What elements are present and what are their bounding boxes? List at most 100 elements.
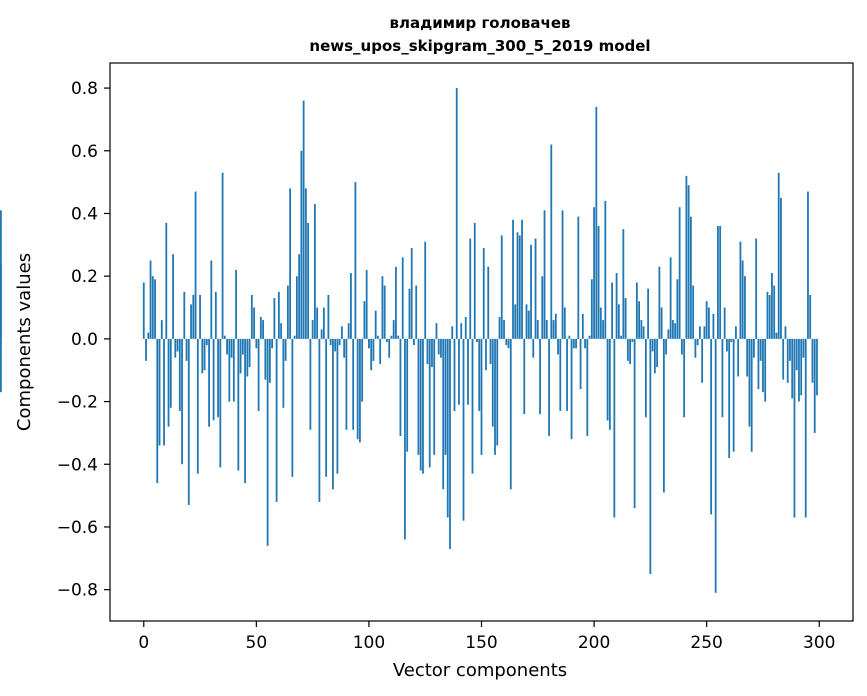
bar xyxy=(397,335,400,339)
bar xyxy=(503,320,505,339)
bar xyxy=(710,338,713,515)
bar xyxy=(386,338,388,342)
bar xyxy=(149,260,152,339)
bar xyxy=(424,241,427,339)
bar xyxy=(304,188,307,339)
bar xyxy=(566,338,568,411)
bar xyxy=(217,338,219,418)
bar xyxy=(604,200,607,339)
bar xyxy=(714,338,717,593)
x-axis: 0 50 100 150 200 250 300 xyxy=(138,621,835,653)
bar xyxy=(322,307,325,339)
bar xyxy=(203,338,206,371)
bar xyxy=(536,320,539,339)
bar xyxy=(192,294,195,339)
bar xyxy=(807,191,809,339)
y-tick-label: 0.2 xyxy=(71,267,98,287)
bar xyxy=(552,320,555,339)
bar xyxy=(766,291,769,339)
bar xyxy=(298,254,301,339)
bar xyxy=(244,338,246,484)
bar xyxy=(793,338,796,518)
bar xyxy=(345,338,348,430)
bar xyxy=(377,335,379,339)
bar xyxy=(590,279,593,339)
bar xyxy=(374,310,377,339)
bar xyxy=(620,335,622,339)
bar xyxy=(750,338,753,452)
bar xyxy=(300,150,303,339)
bar xyxy=(365,269,368,339)
bar xyxy=(404,338,406,540)
bar xyxy=(633,338,636,509)
bar xyxy=(586,338,589,437)
bar xyxy=(539,338,541,415)
bar xyxy=(534,238,537,339)
bar xyxy=(602,320,604,339)
bar xyxy=(199,294,201,339)
bar xyxy=(777,172,780,339)
bar xyxy=(773,285,776,339)
bar xyxy=(676,279,679,339)
bar xyxy=(383,285,386,339)
bar xyxy=(455,88,458,339)
bar xyxy=(350,273,352,339)
bar xyxy=(509,338,512,490)
bar xyxy=(467,338,469,405)
bar xyxy=(521,219,523,339)
bar xyxy=(737,338,740,377)
bar xyxy=(543,210,546,339)
bar xyxy=(478,338,481,411)
bar xyxy=(431,338,433,368)
bar xyxy=(748,338,751,427)
bar xyxy=(496,338,499,446)
bar xyxy=(264,338,267,380)
bar xyxy=(417,338,420,455)
bar xyxy=(577,216,580,339)
bar xyxy=(178,338,181,411)
y-tick-label: 0.8 xyxy=(71,79,98,99)
bar xyxy=(800,338,803,396)
bar xyxy=(444,338,447,455)
bar xyxy=(624,298,627,339)
bar xyxy=(809,294,812,339)
bar xyxy=(644,338,647,418)
bar xyxy=(613,338,616,518)
bar xyxy=(685,175,688,339)
bar xyxy=(507,338,510,349)
bar xyxy=(554,313,557,339)
bar xyxy=(223,335,226,339)
chart-subtitle: news_upos_skipgram_300_5_2019 model xyxy=(309,37,650,55)
bar xyxy=(726,338,728,352)
bar xyxy=(446,338,449,518)
bar xyxy=(816,338,818,396)
bar xyxy=(219,338,222,468)
bar xyxy=(232,338,235,402)
bar xyxy=(561,210,564,339)
bar xyxy=(548,338,550,437)
bar xyxy=(595,106,598,339)
bar xyxy=(183,291,186,339)
bar xyxy=(505,338,508,346)
y-tick-label: 0.6 xyxy=(71,142,98,162)
bar xyxy=(674,323,677,339)
bar xyxy=(550,144,553,339)
bar xyxy=(239,338,242,374)
bar xyxy=(640,320,643,339)
bar xyxy=(291,338,294,477)
bar xyxy=(453,338,456,411)
bar xyxy=(363,301,366,339)
bar xyxy=(491,338,494,427)
bar xyxy=(259,316,262,339)
bar xyxy=(370,338,373,371)
bar xyxy=(771,273,773,339)
bar xyxy=(525,304,528,339)
bar xyxy=(518,235,521,339)
bar xyxy=(361,338,364,402)
bar xyxy=(248,338,251,368)
bar xyxy=(485,338,487,371)
bar xyxy=(246,338,249,377)
bar xyxy=(460,323,463,339)
bar xyxy=(669,257,672,339)
bar xyxy=(570,338,573,440)
